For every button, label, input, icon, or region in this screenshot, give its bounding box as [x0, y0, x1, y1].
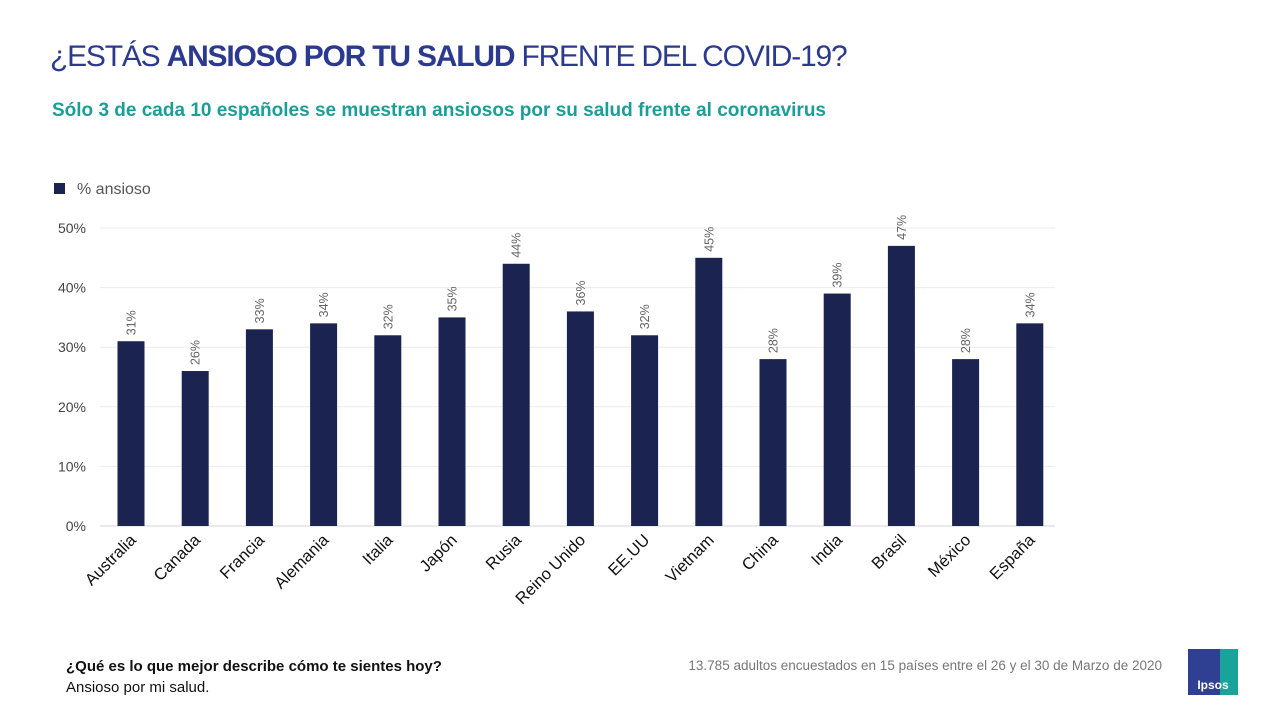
bar [887, 245, 915, 526]
y-tick-label: 0% [66, 518, 86, 534]
x-tick-label: México [925, 531, 975, 581]
page-title: ¿ESTÁS ANSIOSO POR TU SALUD FRENTE DEL C… [50, 40, 848, 74]
x-tick-label: EE.UU [605, 531, 653, 579]
data-label: 45% [702, 227, 716, 252]
data-label: 32% [638, 304, 652, 329]
bar [181, 371, 209, 526]
ipsos-logo: Ipsos [1188, 649, 1238, 695]
bar [823, 293, 851, 526]
x-tick-label: Vietnam [662, 531, 717, 586]
x-tick-label: Rusia [482, 531, 525, 574]
x-tick-label: España [986, 531, 1039, 584]
x-tick-label: Canada [150, 531, 204, 585]
y-tick-label: 10% [58, 458, 86, 474]
survey-note: 13.785 adultos encuestados en 15 países … [688, 658, 1162, 673]
data-label: 47% [895, 215, 909, 240]
data-label: 44% [510, 233, 524, 258]
page-subtitle: Sólo 3 de cada 10 españoles se muestran … [52, 100, 826, 121]
bar [438, 317, 466, 526]
data-label: 28% [959, 328, 973, 353]
bar [502, 263, 530, 526]
y-tick-label: 50% [58, 220, 86, 236]
x-tick-label: Japón [416, 531, 461, 576]
data-label: 34% [317, 292, 331, 317]
bar-chart: 0% 10% 20% 30% 40% 50% % ansioso 31% Australia 26… [54, 181, 1055, 608]
data-label: 28% [767, 328, 781, 353]
bar [1016, 323, 1044, 526]
x-tick-label: Francia [217, 531, 269, 583]
y-tick-label: 20% [58, 399, 86, 415]
y-tick-label: 40% [58, 280, 86, 296]
y-tick-label: 30% [58, 339, 86, 355]
x-tick-label: Brasil [868, 531, 910, 573]
bar [631, 335, 659, 526]
data-label: 33% [253, 298, 267, 323]
x-tick-label: Australia [82, 531, 141, 590]
title-emphasis: ANSIOSO POR TU SALUD [166, 40, 516, 73]
survey-question: ¿Qué es lo que mejor describe cómo te si… [66, 658, 442, 675]
data-label: 26% [189, 340, 203, 365]
x-tick-label: Italia [359, 531, 397, 569]
x-tick-label: China [739, 531, 783, 575]
data-label: 32% [381, 304, 395, 329]
survey-answer: Ansioso por mi salud. [66, 679, 210, 696]
logo-text: Ipsos [1197, 678, 1229, 692]
bar [759, 359, 787, 526]
data-label: 35% [446, 286, 460, 311]
x-tick-label: Alemania [271, 531, 333, 593]
legend-label: % ansioso [77, 181, 151, 198]
x-tick-label: India [808, 531, 847, 570]
bar [952, 359, 980, 526]
legend-swatch [54, 183, 65, 194]
bar [310, 323, 338, 526]
data-label: 36% [574, 280, 588, 305]
logo-block [1188, 649, 1220, 695]
title-post: FRENTE DEL COVID-19? [514, 40, 847, 73]
bar [117, 341, 145, 526]
data-label: 34% [1023, 292, 1037, 317]
title-pre: ¿ESTÁS [50, 40, 167, 73]
bar [566, 311, 594, 526]
bar [695, 257, 723, 526]
bar [245, 329, 273, 526]
bar [374, 335, 402, 526]
data-label: 39% [831, 263, 845, 288]
data-label: 31% [125, 310, 139, 335]
